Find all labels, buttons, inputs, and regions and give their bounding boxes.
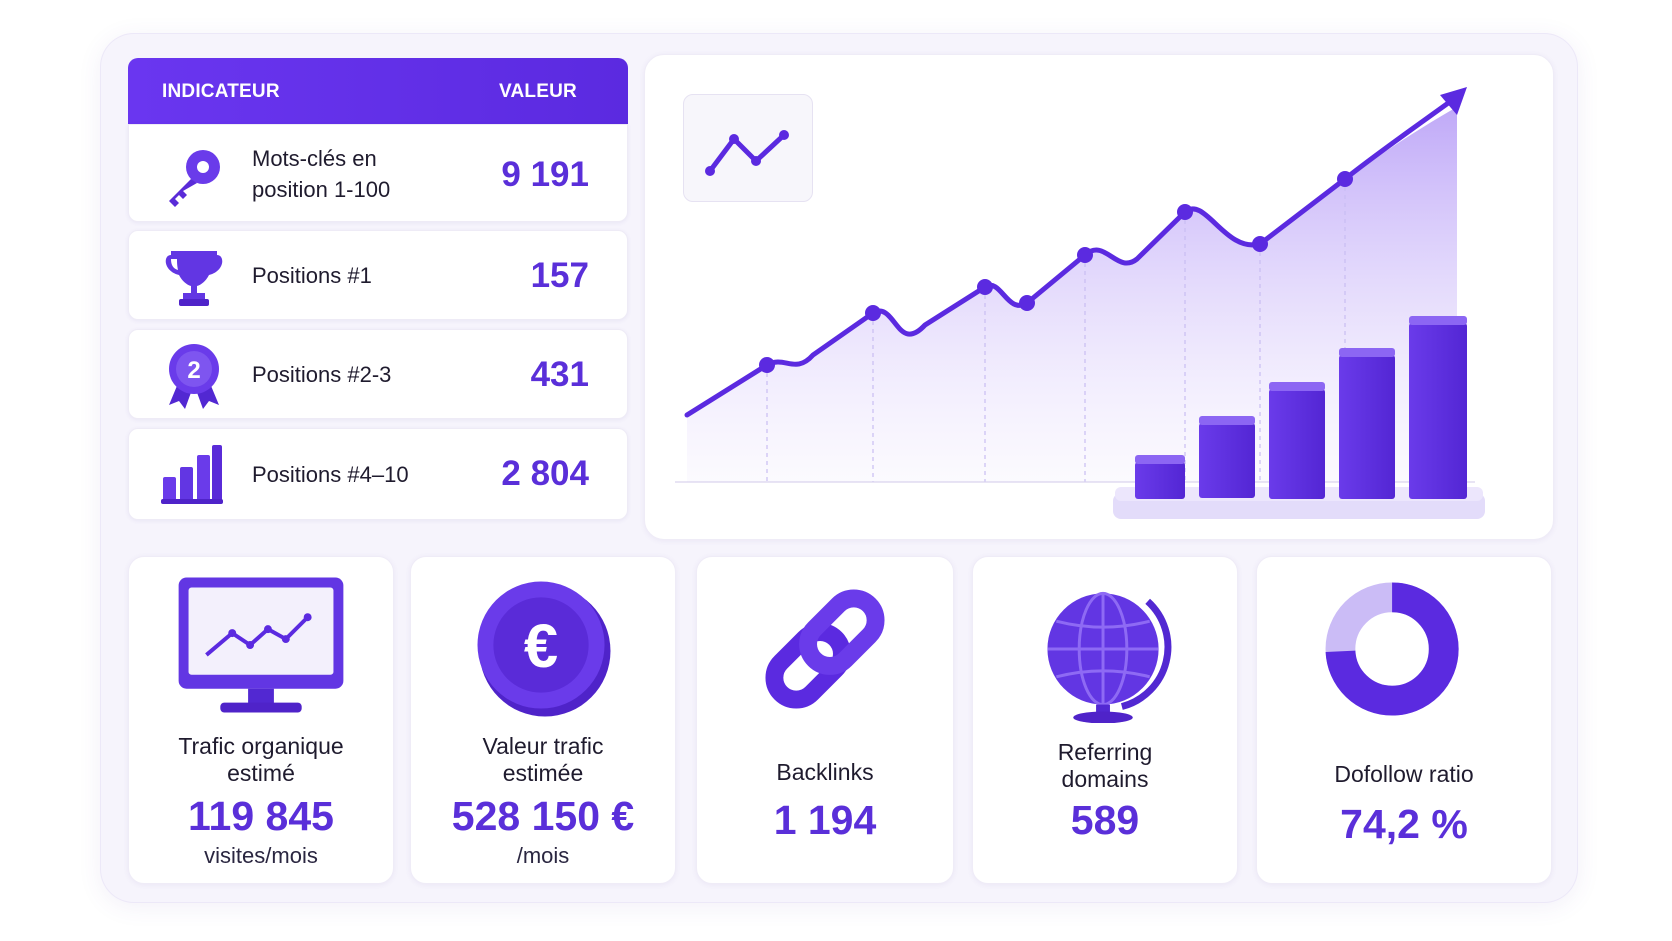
key-icon bbox=[169, 150, 220, 207]
card-label-line2: estimé bbox=[227, 760, 295, 786]
table-row-positions-1: Positions #1 157 bbox=[128, 230, 628, 320]
chart-gridlines bbox=[766, 179, 1346, 482]
card-label-line1: Valeur trafic bbox=[482, 733, 604, 759]
row-value: 2 804 bbox=[501, 454, 589, 493]
card-traffic-value: € Valeur trafic estimée 528 150 € /mois bbox=[410, 556, 676, 884]
medal-2-icon: 2 bbox=[169, 344, 219, 409]
chart-panel bbox=[644, 54, 1554, 540]
card-value: 528 150 € bbox=[451, 793, 635, 839]
chain-link-icon bbox=[765, 589, 885, 709]
row-value: 431 bbox=[530, 355, 589, 394]
table-header: INDICATEUR VALEUR bbox=[128, 58, 628, 124]
bar-5 bbox=[1409, 323, 1467, 499]
medal-badge: 2 bbox=[187, 357, 200, 384]
row-label: Positions #1 bbox=[252, 263, 372, 288]
monitor-chart-icon bbox=[178, 577, 344, 713]
card-backlinks: Backlinks 1 194 bbox=[696, 556, 954, 884]
card-value: 119 845 bbox=[188, 793, 334, 839]
trend-line-icon[interactable] bbox=[683, 94, 813, 202]
card-label-line2: domains bbox=[1061, 766, 1149, 792]
donut-chart-icon bbox=[1325, 582, 1459, 716]
row-value: 157 bbox=[530, 256, 589, 295]
row-label: Positions #2-3 bbox=[252, 362, 392, 387]
trend-area bbox=[687, 107, 1457, 482]
bar-group bbox=[1113, 316, 1485, 519]
card-label-line1: Referring bbox=[1057, 739, 1153, 765]
row-label-line1: Mots-clés en bbox=[252, 146, 377, 171]
column-header-indicator: INDICATEUR bbox=[162, 81, 280, 102]
bar-chart-icon bbox=[161, 445, 223, 504]
row-label-line2: position 1-100 bbox=[252, 177, 391, 202]
card-referring-domains: Referring domains 589 bbox=[972, 556, 1238, 884]
trend-arrow-head bbox=[1440, 87, 1467, 115]
card-label: Backlinks bbox=[776, 759, 874, 785]
card-label-line1: Trafic organique bbox=[178, 733, 344, 759]
euro-coin-icon: € bbox=[477, 581, 611, 717]
card-label: Dofollow ratio bbox=[1334, 761, 1474, 787]
bar-2 bbox=[1199, 423, 1255, 498]
card-dofollow-ratio: Dofollow ratio 74,2 % bbox=[1256, 556, 1552, 884]
row-label: Positions #4–10 bbox=[252, 462, 409, 487]
table-row-positions-4-10: Positions #4–10 2 804 bbox=[128, 428, 628, 520]
card-value: 74,2 % bbox=[1340, 801, 1468, 847]
svg-text:€: € bbox=[524, 612, 558, 681]
card-value: 589 bbox=[1070, 797, 1140, 843]
column-header-value: VALEUR bbox=[499, 81, 577, 102]
table-row-keywords: Mots-clés en position 1-100 9 191 bbox=[128, 124, 628, 222]
indicator-table: INDICATEUR VALEUR Mots-clés en position … bbox=[128, 58, 628, 520]
card-unit: visites/mois bbox=[204, 843, 318, 868]
card-value: 1 194 bbox=[773, 797, 877, 843]
growth-chart bbox=[675, 87, 1485, 519]
bar-1 bbox=[1135, 462, 1185, 499]
trend-points bbox=[759, 171, 1353, 373]
card-label-line2: estimée bbox=[502, 760, 584, 786]
table-row-positions-2-3: 2 Positions #2-3 431 bbox=[128, 329, 628, 419]
row-value: 9 191 bbox=[501, 155, 589, 194]
bar-4 bbox=[1339, 355, 1395, 499]
trophy-icon bbox=[165, 251, 223, 306]
bar-3 bbox=[1269, 389, 1325, 499]
globe-icon bbox=[1047, 591, 1172, 723]
card-unit: /mois bbox=[516, 843, 570, 868]
card-organic-traffic: Trafic organique estimé 119 845 visites/… bbox=[128, 556, 394, 884]
